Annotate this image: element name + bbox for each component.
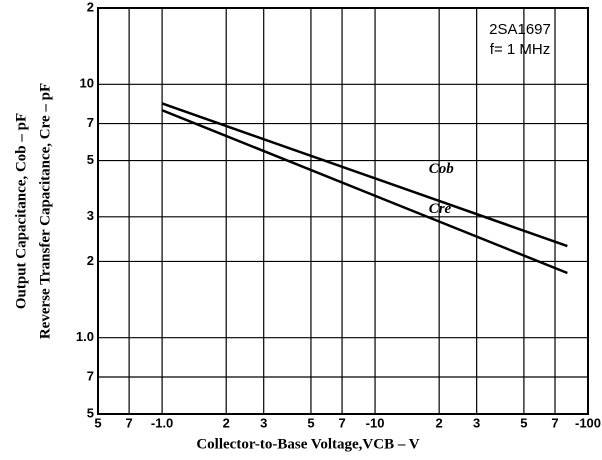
y-tick-label: 7 bbox=[87, 115, 94, 130]
annotation: 2SA1697 bbox=[489, 21, 551, 38]
annotation: f= 1 MHz bbox=[490, 41, 550, 58]
y-axis-label: Reverse Transfer Capacitance, Cre – pF bbox=[37, 83, 53, 339]
x-tick-label: 7 bbox=[338, 415, 345, 430]
y-axis-label: Output Capacitance, Cob – pF bbox=[13, 113, 29, 309]
y-tick-label: 10 bbox=[80, 76, 94, 91]
x-tick-label: -10 bbox=[366, 415, 385, 430]
y-tick-label: 3 bbox=[87, 208, 94, 223]
series-line bbox=[161, 102, 568, 248]
y-tick-label: 2 bbox=[87, 253, 94, 268]
y-tick-label: 7 bbox=[87, 368, 94, 383]
x-tick-label: 3 bbox=[473, 415, 480, 430]
x-tick-label: 5 bbox=[94, 415, 101, 430]
y-tick-label: 5 bbox=[87, 152, 94, 167]
x-tick-label: 5 bbox=[307, 415, 314, 430]
series-label: Cre bbox=[429, 201, 452, 217]
x-axis-label: Collector-to-Base Voltage,VCB – V bbox=[196, 436, 419, 452]
series-label: Cob bbox=[429, 161, 455, 177]
x-tick-label: 2 bbox=[223, 415, 230, 430]
y-tick-label: 5 bbox=[87, 405, 94, 420]
y-tick-label: 1.0 bbox=[76, 329, 94, 344]
x-tick-label: 7 bbox=[551, 415, 558, 430]
x-tick-label: 7 bbox=[126, 415, 133, 430]
x-tick-label: 2 bbox=[436, 415, 443, 430]
plot-frame bbox=[97, 7, 589, 415]
series-line bbox=[161, 109, 568, 275]
y-tick-label: 2 bbox=[87, 0, 94, 14]
x-tick-label: 5 bbox=[520, 415, 527, 430]
x-tick-label: 3 bbox=[260, 415, 267, 430]
x-tick-label: -100 bbox=[575, 415, 601, 430]
x-tick-label: -1.0 bbox=[151, 415, 173, 430]
